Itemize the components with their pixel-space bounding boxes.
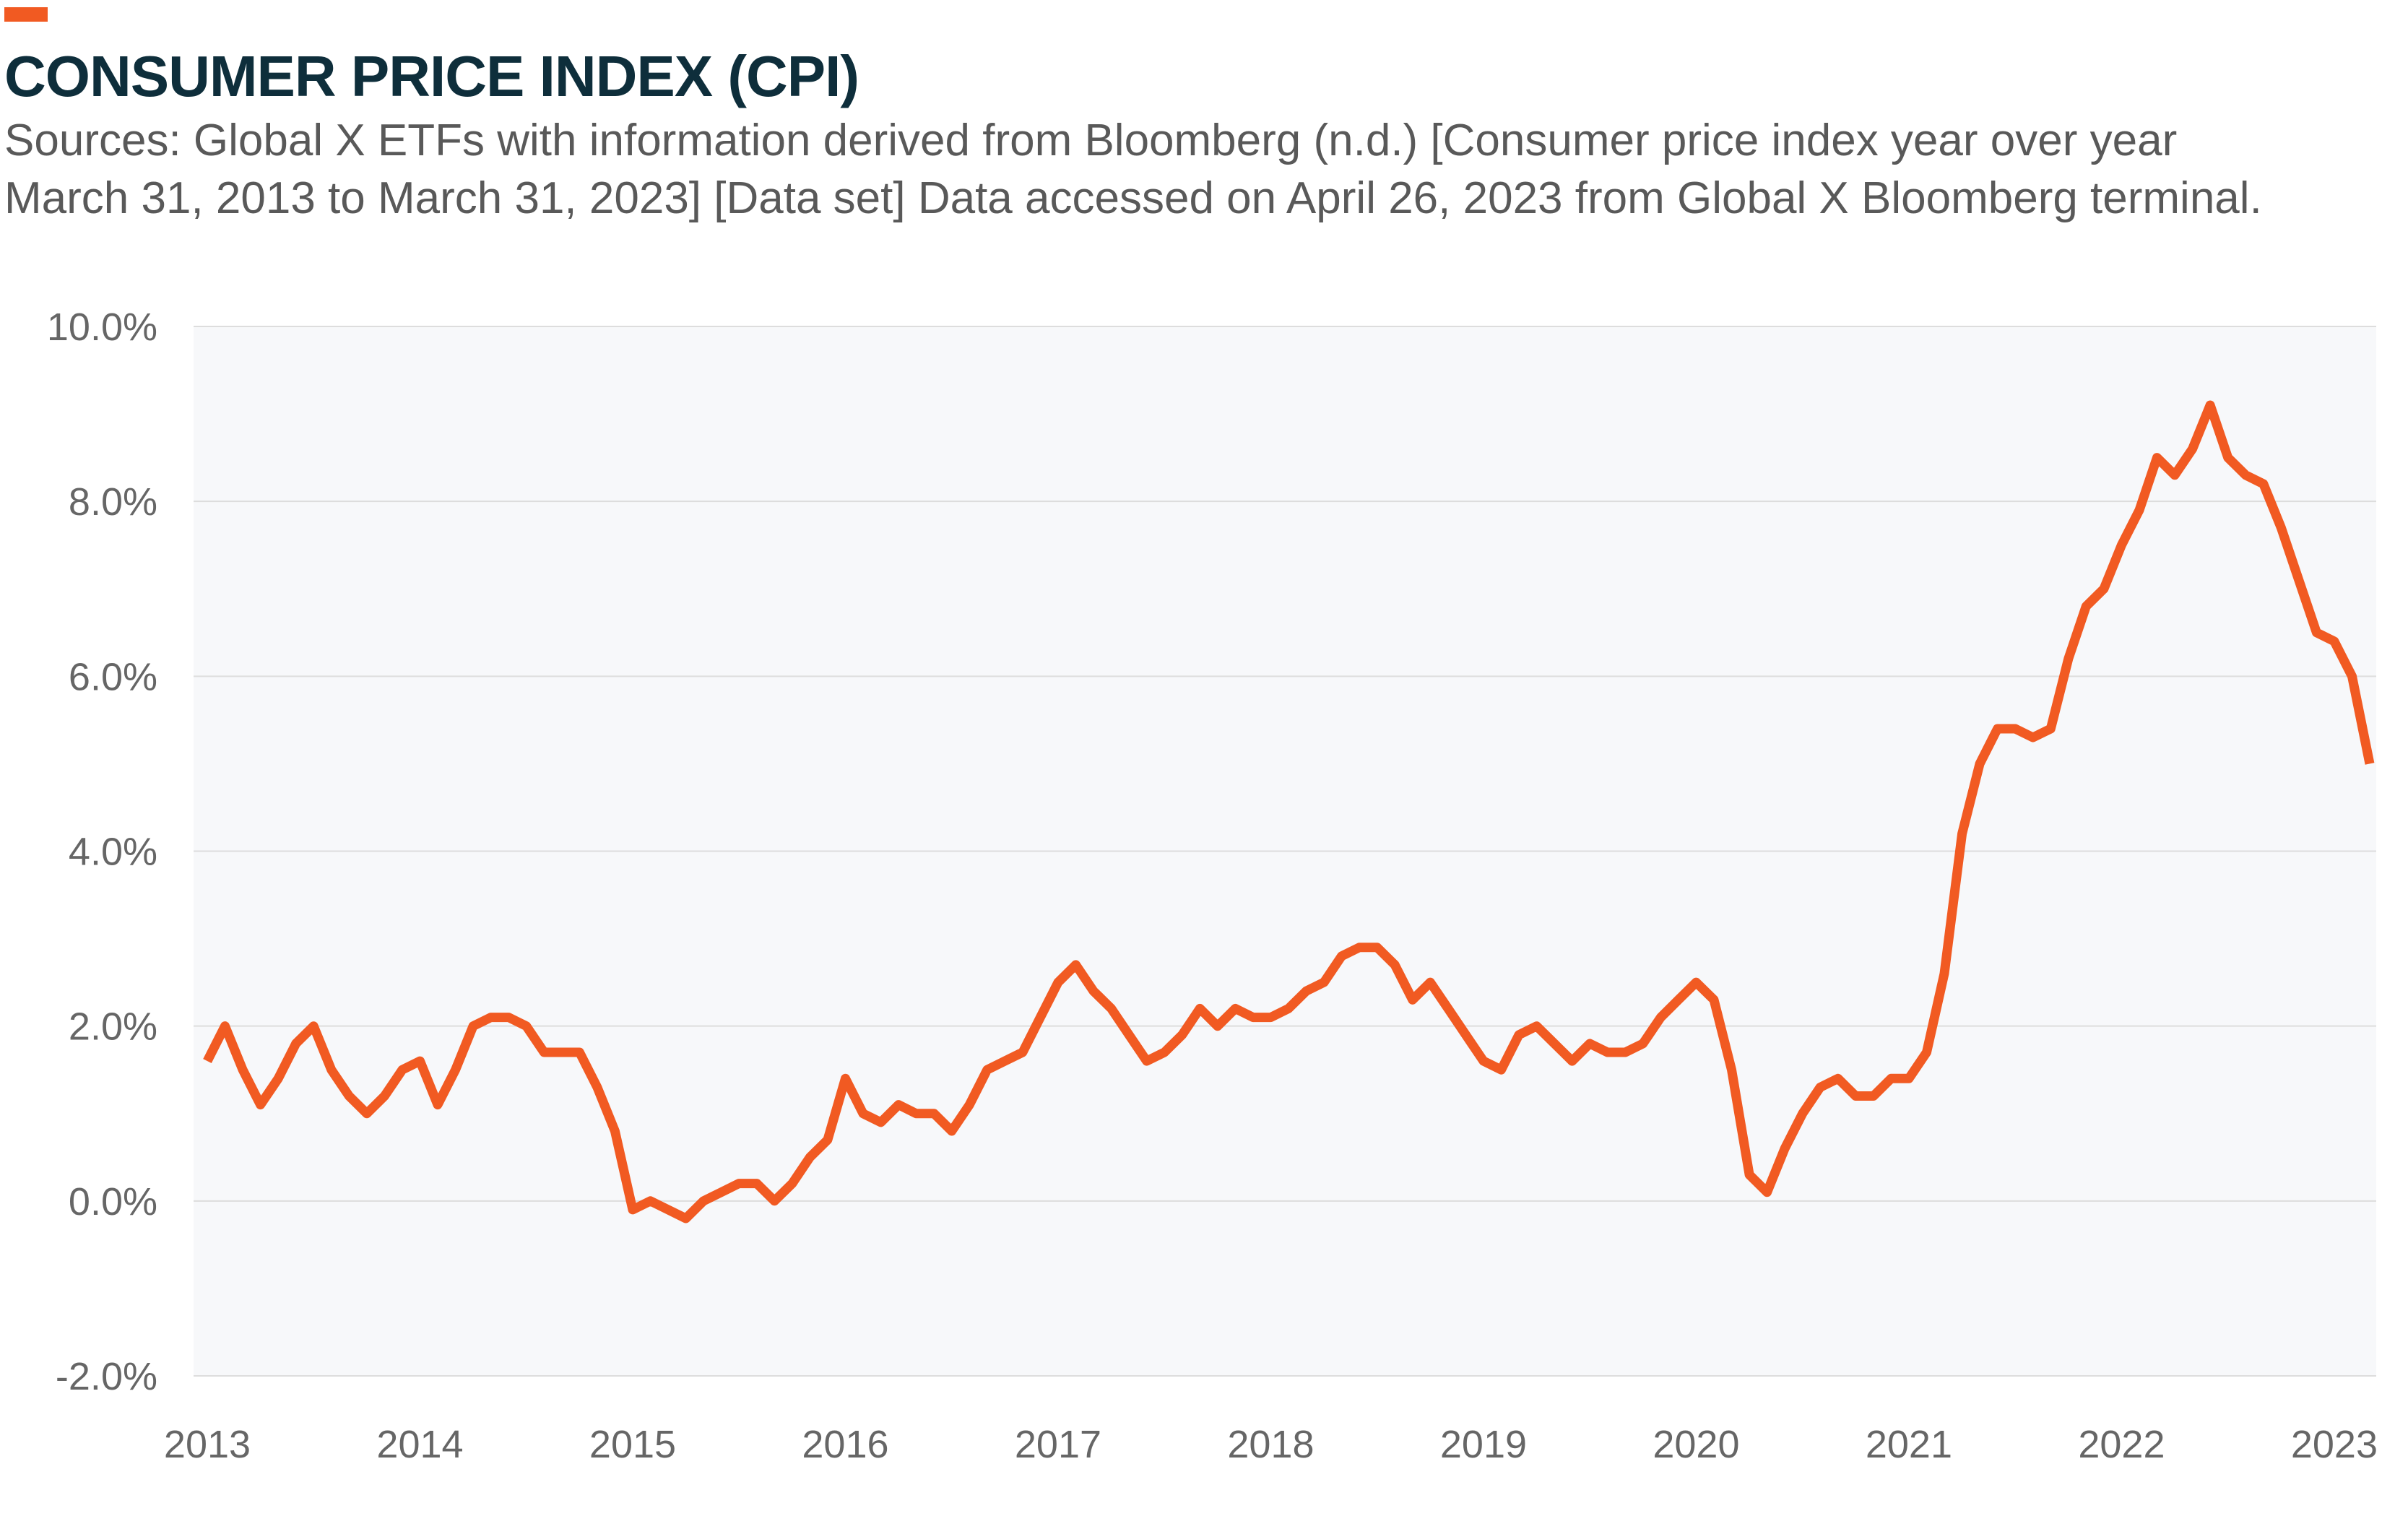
y-tick-label: -2.0% [56, 1355, 157, 1398]
x-tick-label: 2023 [2291, 1423, 2378, 1466]
y-tick-label: 0.0% [69, 1180, 157, 1223]
x-tick-label: 2017 [1015, 1423, 1101, 1466]
x-tick-label: 2019 [1440, 1423, 1527, 1466]
x-tick-label: 2013 [164, 1423, 251, 1466]
chart-source-note: Sources: Global X ETFs with information … [4, 112, 2388, 228]
accent-bar [4, 7, 48, 22]
y-tick-label: 2.0% [69, 1005, 157, 1049]
source-note-line-1: Sources: Global X ETFs with information … [4, 116, 2178, 165]
x-tick-label: 2015 [589, 1423, 676, 1466]
x-tick-label: 2020 [1653, 1423, 1739, 1466]
y-tick-label: 8.0% [69, 480, 157, 524]
x-tick-label: 2022 [2078, 1423, 2165, 1466]
source-note-line-2: March 31, 2013 to March 31, 2023] [Data … [4, 173, 2262, 223]
y-tick-label: 10.0% [47, 306, 157, 349]
y-axis-labels: -2.0% 0.0% 2.0% 4.0% 6.0% 8.0% 10.0% [47, 306, 157, 1398]
x-axis-labels: 2013 2014 2015 2016 2017 2018 2019 2020 2021 2022… [164, 1423, 2378, 1466]
y-tick-label: 6.0% [69, 655, 157, 698]
x-tick-label: 2021 [1866, 1423, 1952, 1466]
x-tick-label: 2014 [376, 1423, 463, 1466]
series-line-cpi [203, 400, 2375, 1223]
chart-title: CONSUMER PRICE INDEX (CPI) [4, 44, 859, 108]
gridlines [194, 326, 2376, 1377]
y-tick-label: 4.0% [69, 831, 157, 874]
x-tick-label: 2016 [802, 1423, 888, 1466]
x-tick-label: 2018 [1227, 1423, 1314, 1466]
